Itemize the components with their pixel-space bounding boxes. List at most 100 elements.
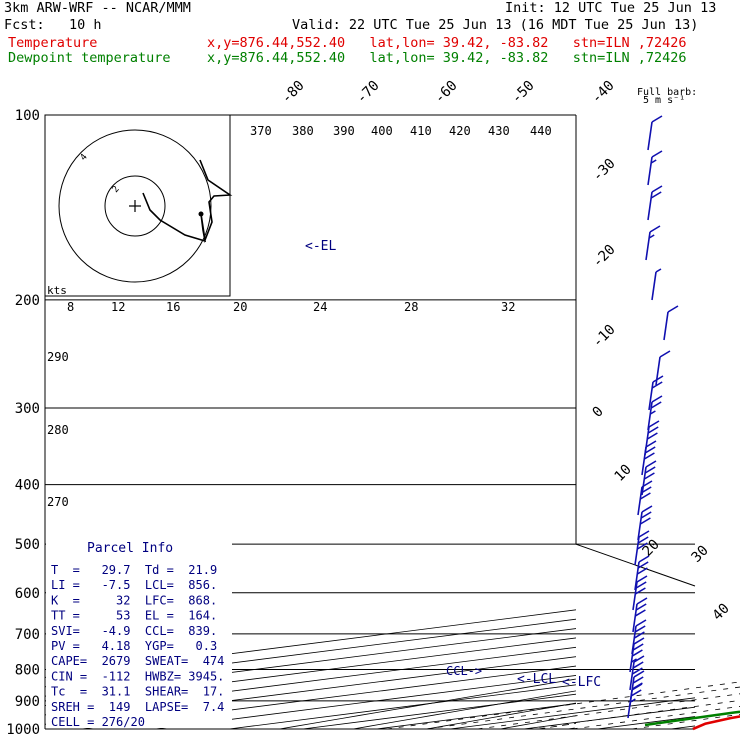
- wind-barb-flag: [633, 655, 645, 663]
- theta-label: 270: [47, 495, 69, 509]
- hodograph-marker: [198, 211, 204, 217]
- hodograph-ring-inner: [104, 175, 166, 237]
- wind-barb-flag: [651, 381, 663, 389]
- isotherm-line: [229, 684, 576, 729]
- isotherm-label: 40: [710, 601, 733, 624]
- parcel-info-line: CAPE= 2679 SWEAT= 474: [51, 654, 224, 668]
- wind-barb-flag: [630, 689, 642, 697]
- isotherm-line: [155, 675, 576, 729]
- lfc-label: <-LFC: [562, 675, 601, 690]
- lower-boundary: [575, 543, 696, 587]
- isotherm-label: -20: [590, 242, 619, 271]
- isotherm-label: -40: [589, 78, 618, 107]
- pressure-label: 1000: [6, 722, 40, 738]
- wind-barb-flag: [639, 492, 651, 500]
- wind-barb-shaft: [629, 643, 635, 673]
- wind-barb-flag: [633, 670, 645, 678]
- wind-barb-flag: [647, 426, 659, 434]
- wind-barb-flag: [640, 511, 652, 519]
- theta-label: 380: [292, 124, 314, 138]
- kts-label: kts: [47, 284, 67, 297]
- wind-barb-flag: [635, 619, 647, 627]
- wind-barb-flag: [636, 575, 648, 583]
- moist-adiabat: [627, 300, 740, 729]
- wind-barb-flag: [633, 637, 645, 645]
- isotherm-label: -60: [432, 78, 461, 107]
- wind-barb-shaft: [637, 486, 643, 516]
- temperature-line: [692, 715, 740, 731]
- wind-barb-flag: [650, 191, 662, 199]
- isotherm-line: [302, 693, 576, 729]
- parcel-info-line: SREH = 149 LAPSE= 7.4: [51, 700, 224, 714]
- wind-barb-half: [629, 698, 636, 703]
- wind-barb-flag: [641, 505, 653, 513]
- el-label: <-EL: [305, 239, 336, 254]
- wind-barb-flag: [637, 536, 649, 544]
- hodograph-speed-label: 24: [313, 300, 327, 314]
- isotherm-line: [523, 706, 695, 729]
- hodograph-speed-label: 16: [166, 300, 180, 314]
- wind-barb-flag: [636, 597, 648, 605]
- isotherm-line: [597, 716, 695, 729]
- parcel-info-line: SVI= -4.9 CCL= 839.: [51, 624, 217, 638]
- isotherm-label: -10: [590, 322, 619, 351]
- dry-adiabat: [726, 115, 740, 740]
- wind-barb-flag: [651, 395, 663, 403]
- wind-barb-shaft: [627, 689, 633, 719]
- parcel-info-line: TT = 53 EL = 164.: [51, 609, 217, 623]
- wind-barb-flag: [631, 683, 643, 691]
- wind-barb-flag: [651, 185, 663, 193]
- wind-barb-flag: [638, 530, 650, 538]
- wind-barb-flag: [633, 631, 645, 639]
- hodograph-ring-outer: [58, 129, 212, 283]
- clipped-grid: [45, 115, 740, 740]
- wind-barb-flag: [638, 555, 650, 563]
- pressure-label: 300: [15, 401, 40, 417]
- isotherm-line: [45, 618, 576, 688]
- valid-time: Valid: 22 UTC Tue 25 Jun 13 (16 MDT Tue …: [292, 17, 699, 33]
- isotherm-label: 0: [590, 404, 607, 421]
- hodograph-ring-label: 2: [111, 184, 122, 195]
- wind-barb-shaft: [648, 381, 654, 411]
- parcel-info-line: Tc = 31.1 SHEAR= 17.: [51, 685, 224, 699]
- wind-barb-flag: [649, 225, 661, 233]
- wind-barb-shaft: [634, 561, 640, 591]
- wind-barb-flag: [639, 517, 651, 525]
- wind-barb-half: [649, 410, 656, 415]
- pressure-label: 900: [15, 694, 40, 710]
- wind-barb-flag: [643, 452, 655, 460]
- wind-barb-flag: [634, 587, 646, 595]
- mixing-ratio-lines: [386, 681, 740, 730]
- wind-barb-flag: [635, 603, 647, 611]
- parcel-info-line: PV = 4.18 YGP= 0.3: [51, 639, 217, 653]
- wind-barb-flag: [652, 375, 664, 383]
- hodograph-speed-label: 28: [404, 300, 418, 314]
- dry-adiabat: [277, 678, 576, 729]
- wind-barb-flag: [650, 401, 662, 409]
- isotherm-label: -50: [509, 78, 538, 107]
- wind-barb-shaft: [645, 231, 651, 261]
- theta-label: 430: [488, 124, 510, 138]
- wind-barb-flag: [667, 305, 679, 313]
- dewpoint-legend: Dewpoint temperature: [8, 50, 171, 66]
- wind-barb-flag: [631, 667, 643, 675]
- pressure-label: 800: [15, 662, 40, 678]
- isotherm-label: 30: [689, 543, 712, 566]
- forecast-hour: Fcst: 10 h: [4, 17, 102, 33]
- wind-barb-flag: [634, 625, 646, 633]
- parcel-info-line: T = 29.7 Td = 21.9: [51, 563, 217, 577]
- wind-barb-half: [648, 234, 655, 239]
- wind-barb-flag: [659, 350, 671, 358]
- wind-barb-shaft: [647, 191, 653, 221]
- wind-barb-shaft: [641, 446, 647, 476]
- hodograph-speed-label: 8: [67, 300, 74, 314]
- isotherm-label: -30: [590, 156, 619, 185]
- moist-adiabat: [686, 300, 740, 729]
- isotherm-line: [376, 703, 576, 729]
- theta-label: 410: [410, 124, 432, 138]
- wind-barb-shaft: [637, 511, 643, 541]
- wind-barb-flag: [634, 609, 646, 617]
- pressure-label: 100: [15, 108, 40, 124]
- wind-barb-flag: [632, 661, 644, 669]
